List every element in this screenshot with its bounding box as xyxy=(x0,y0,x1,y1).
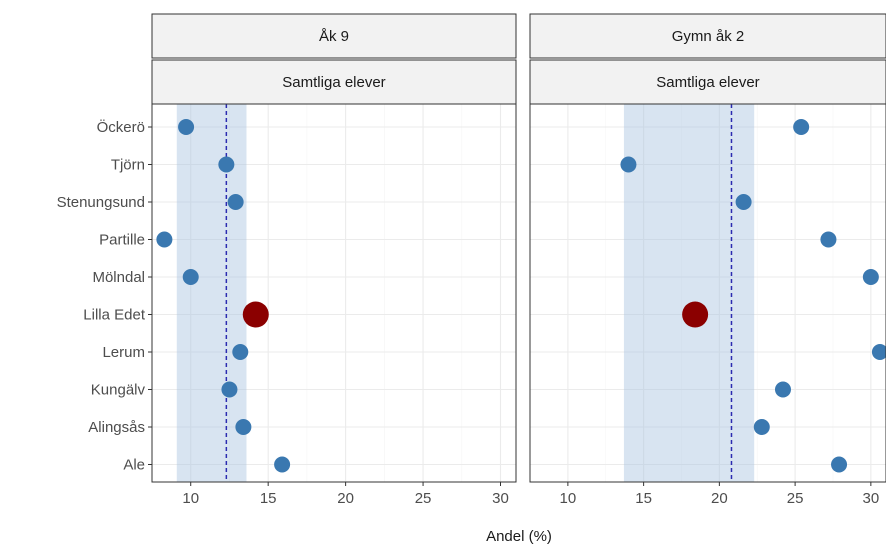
plot-area xyxy=(530,104,886,482)
panel-subtitle: Samtliga elever xyxy=(656,74,759,91)
x-tick-label: 25 xyxy=(787,490,804,507)
data-point xyxy=(221,381,238,398)
x-tick-label: 15 xyxy=(635,490,652,507)
data-point xyxy=(620,156,637,173)
x-tick-label: 20 xyxy=(711,490,728,507)
data-point xyxy=(774,381,791,398)
y-tick-label: Alingsås xyxy=(88,419,145,436)
data-point xyxy=(735,194,752,210)
strip-top xyxy=(151,13,517,59)
y-tick-label: Kungälv xyxy=(91,382,146,399)
y-tick-label: Öckerö xyxy=(97,118,145,136)
panel-title: Gymn åk 2 xyxy=(672,28,745,45)
confidence-band xyxy=(176,104,247,482)
panel-border xyxy=(529,103,886,483)
y-tick-label: Mölndal xyxy=(92,269,145,286)
y-tick-label: Lerum xyxy=(102,344,145,361)
data-point xyxy=(820,231,837,248)
y-tick-label: Tjörn xyxy=(111,157,145,174)
x-tick-label: 30 xyxy=(492,490,509,507)
panel-border xyxy=(151,103,517,483)
data-point xyxy=(862,269,879,285)
data-point xyxy=(156,231,173,248)
highlight-point xyxy=(682,301,709,328)
strip-sub xyxy=(151,59,517,105)
data-point xyxy=(235,419,252,435)
plot-area xyxy=(152,104,516,482)
x-axis-title: Andel (%) xyxy=(486,528,552,545)
data-point xyxy=(218,156,235,173)
y-axis-labels: Ale Alingsås Kungälv Lerum Lilla Edet Mölndal… xyxy=(57,118,152,474)
data-point xyxy=(182,269,199,285)
x-tick-label: 30 xyxy=(863,490,880,507)
y-tick-label: Partille xyxy=(99,232,145,249)
panel-title: Åk 9 xyxy=(319,28,349,45)
x-tick-label: 10 xyxy=(182,490,199,507)
panel-subtitle: Samtliga elever xyxy=(282,74,385,91)
y-tick-label: Lilla Edet xyxy=(83,307,146,324)
data-point xyxy=(227,194,244,210)
data-point xyxy=(178,119,195,135)
highlight-point xyxy=(242,301,269,328)
data-point xyxy=(871,344,886,360)
y-tick-label: Ale xyxy=(123,457,145,474)
x-tick-label: 25 xyxy=(415,490,432,507)
facet-panel: Åk 9 Samtliga elever 10 15 20 25 30 xyxy=(151,13,517,507)
x-tick-label: 20 xyxy=(337,490,354,507)
facet-panel: Gymn åk 2 Samtliga elever 10 15 20 25 30 xyxy=(529,13,886,507)
data-point xyxy=(274,456,291,473)
facet-panels: Åk 9 Samtliga elever 10 15 20 25 30 Gymn åk 2 Sa… xyxy=(151,13,886,507)
data-point xyxy=(753,419,770,435)
strip-top xyxy=(529,13,886,59)
data-point xyxy=(793,119,810,135)
data-point xyxy=(831,456,848,473)
x-tick-label: 15 xyxy=(260,490,277,507)
data-point xyxy=(232,344,249,360)
y-tick-label: Stenungsund xyxy=(57,194,145,211)
x-tick-label: 10 xyxy=(560,490,577,507)
confidence-band xyxy=(623,104,755,482)
